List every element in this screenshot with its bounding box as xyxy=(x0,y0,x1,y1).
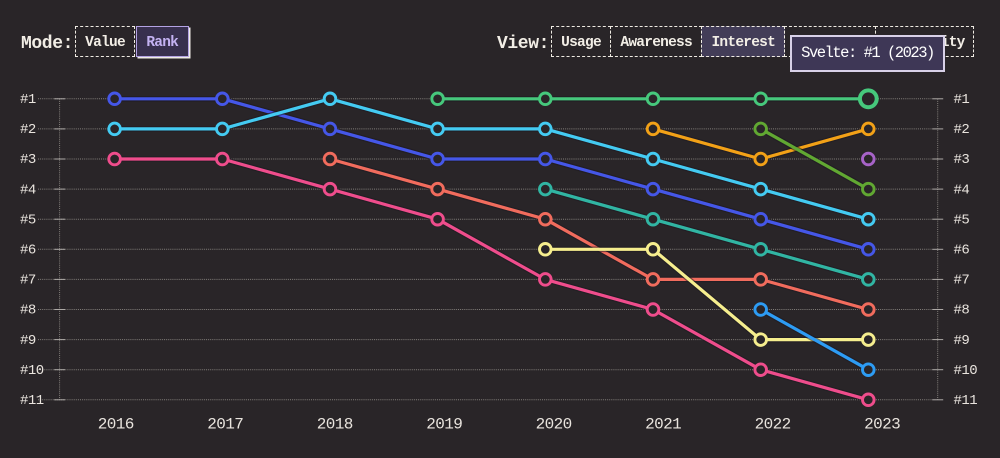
svg-text:2020: 2020 xyxy=(536,416,572,434)
svg-text:2021: 2021 xyxy=(645,416,681,434)
svg-text:#3: #3 xyxy=(20,152,36,168)
svg-text:#9: #9 xyxy=(954,333,970,349)
svg-text:#4: #4 xyxy=(20,182,36,198)
svg-text:#3: #3 xyxy=(954,152,970,168)
svg-text:#1: #1 xyxy=(954,92,970,108)
svg-text:#5: #5 xyxy=(20,212,36,228)
svg-text:2019: 2019 xyxy=(426,416,462,434)
svg-text:#2: #2 xyxy=(954,122,970,138)
svg-text:#9: #9 xyxy=(20,333,36,349)
svg-text:2017: 2017 xyxy=(207,416,243,434)
svg-text:#8: #8 xyxy=(954,303,970,319)
svg-text:#11: #11 xyxy=(954,393,978,409)
svg-text:2018: 2018 xyxy=(317,416,353,434)
svg-text:#6: #6 xyxy=(954,243,970,259)
svg-text:#4: #4 xyxy=(954,182,970,198)
svg-text:#8: #8 xyxy=(20,303,36,319)
svg-text:#2: #2 xyxy=(20,122,36,138)
svg-text:2023: 2023 xyxy=(864,416,900,434)
svg-text:#11: #11 xyxy=(20,393,44,409)
svg-text:#7: #7 xyxy=(20,273,36,289)
svg-text:2016: 2016 xyxy=(98,416,134,434)
svg-text:#5: #5 xyxy=(954,212,970,228)
svg-text:#10: #10 xyxy=(20,363,44,379)
svg-text:2022: 2022 xyxy=(755,416,791,434)
svg-text:#7: #7 xyxy=(954,273,970,289)
svg-text:#1: #1 xyxy=(20,92,36,108)
svg-text:#10: #10 xyxy=(954,363,978,379)
svg-text:#6: #6 xyxy=(20,243,36,259)
